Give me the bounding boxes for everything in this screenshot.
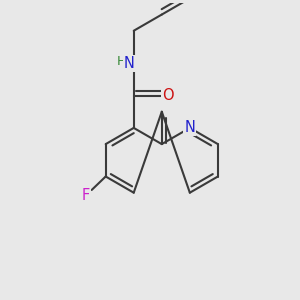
Text: O: O bbox=[162, 88, 173, 103]
Text: H: H bbox=[116, 55, 126, 68]
Text: N: N bbox=[124, 56, 135, 70]
Text: N: N bbox=[184, 120, 195, 135]
Text: F: F bbox=[82, 188, 90, 203]
